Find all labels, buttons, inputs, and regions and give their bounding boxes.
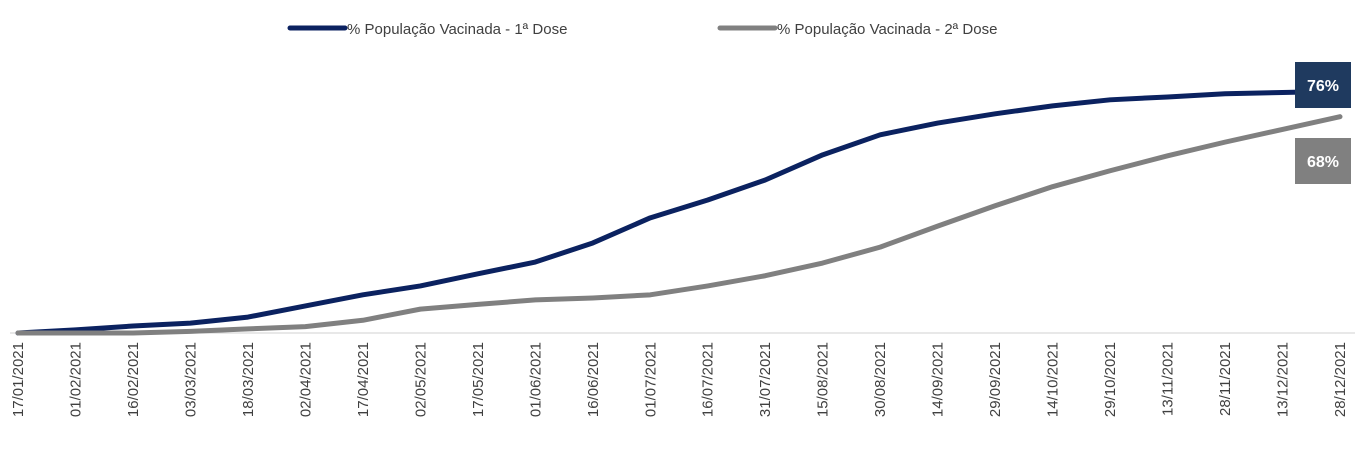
x-tick-label: 02/04/2021 (297, 342, 314, 417)
x-tick-label: 17/01/2021 (10, 342, 27, 417)
x-tick-label: 28/11/2021 (1217, 342, 1234, 416)
x-tick-label: 15/08/2021 (815, 342, 832, 417)
line (15, 88, 1343, 336)
end-label: 76% (1307, 78, 1339, 95)
x-tick-label: 29/10/2021 (1102, 342, 1119, 417)
x-tick-label: 18/03/2021 (240, 342, 257, 417)
end-label: 68% (1307, 154, 1339, 171)
legend-label: % População Vacinada - 1ª Dose (347, 21, 567, 38)
x-tick-label: 29/09/2021 (987, 342, 1004, 417)
x-tick-label: 01/02/2021 (67, 342, 84, 417)
x-tick-label: 16/06/2021 (585, 342, 602, 417)
x-tick-label: 13/11/2021 (1160, 342, 1177, 416)
x-tick-label: 14/10/2021 (1045, 342, 1062, 417)
x-tick-label: 31/07/2021 (757, 342, 774, 417)
x-tick-label: 17/04/2021 (355, 342, 372, 417)
x-tick-label: 01/06/2021 (527, 342, 544, 417)
end-label-box (1295, 62, 1351, 108)
x-tick-label: 03/03/2021 (182, 342, 199, 417)
x-tick-label: 17/05/2021 (470, 342, 487, 417)
x-tick-label: 16/07/2021 (700, 342, 717, 417)
x-tick-label: 16/02/2021 (125, 342, 142, 417)
end-label-box (1295, 138, 1351, 184)
x-tick-label: 13/12/2021 (1275, 342, 1292, 417)
line (15, 114, 1343, 336)
legend-label: % População Vacinada - 2ª Dose (777, 21, 997, 38)
x-tick-label: 02/05/2021 (412, 342, 429, 417)
x-tick-label: 30/08/2021 (872, 342, 889, 417)
x-tick-label: 28/12/2021 (1332, 342, 1349, 417)
x-tick-label: 14/09/2021 (930, 342, 947, 417)
x-tick-label: 01/07/2021 (642, 342, 659, 417)
